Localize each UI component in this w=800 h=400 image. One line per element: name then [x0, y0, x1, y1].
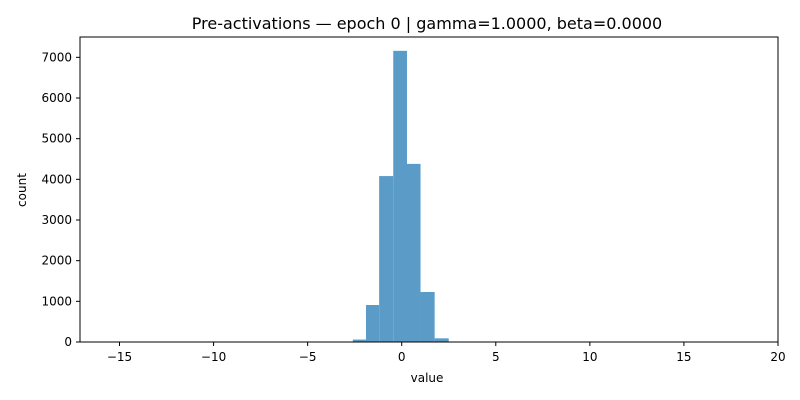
histogram-bar-5: [420, 291, 435, 342]
y-tick-label-3: 3000: [41, 213, 72, 227]
histogram-bar-6: [434, 338, 449, 342]
chart-title: Pre-activations — epoch 0 | gamma=1.0000…: [192, 14, 662, 33]
x-tick-label-3: 0: [398, 350, 406, 364]
plot-frame: [79, 36, 779, 343]
y-tick-label-7: 7000: [41, 50, 72, 64]
x-tick-label-2: −5: [299, 350, 317, 364]
y-axis-ticks: 0 1000 2000 3000 4000 5000 6000 7000: [41, 50, 80, 349]
y-tick-label-2: 2000: [41, 254, 72, 268]
histogram-bars: [352, 50, 449, 343]
y-tick-label-5: 5000: [41, 132, 72, 146]
x-tick-label-1: −10: [201, 350, 226, 364]
histogram-bar-3: [393, 50, 407, 343]
x-axis-ticks: −15 −10 −5 0 5 10 15 20: [107, 342, 786, 364]
histogram-bar-1: [365, 304, 380, 342]
y-tick-label-4: 4000: [41, 172, 72, 186]
histogram-bar-0: [352, 339, 366, 342]
x-tick-label-0: −15: [107, 350, 132, 364]
y-tick-label-0: 0: [64, 335, 72, 349]
y-axis-label: count: [15, 173, 29, 207]
x-tick-label-6: 15: [676, 350, 691, 364]
x-tick-label-4: 5: [492, 350, 500, 364]
y-tick-label-6: 6000: [41, 91, 72, 105]
y-tick-label-1: 1000: [41, 294, 72, 308]
x-axis-label: value: [411, 371, 444, 385]
x-tick-label-5: 10: [582, 350, 597, 364]
histogram-bar-4: [406, 163, 421, 342]
histogram-bar-2: [379, 176, 394, 342]
x-tick-label-7: 20: [770, 350, 785, 364]
